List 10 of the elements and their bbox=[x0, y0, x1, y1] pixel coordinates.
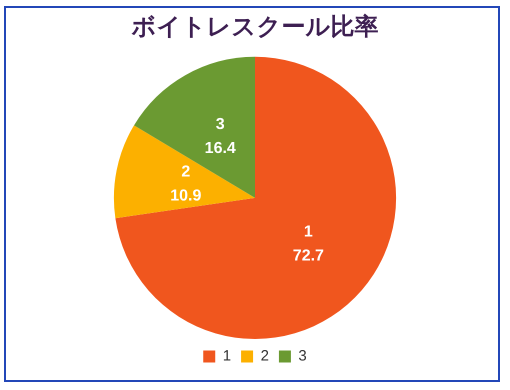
legend-label: 1 bbox=[222, 348, 232, 365]
slice-label: 3 bbox=[216, 116, 225, 133]
slice-label: 1 bbox=[304, 223, 313, 240]
legend-label: 2 bbox=[260, 348, 269, 365]
legend-label: 3 bbox=[298, 348, 307, 365]
slice-label: 2 bbox=[181, 163, 190, 180]
data-label: 72.7 bbox=[292, 247, 324, 264]
chart-title: ボイトレスクール比率 bbox=[130, 12, 378, 41]
data-label: 10.9 bbox=[170, 187, 202, 204]
data-label: 16.4 bbox=[204, 140, 236, 157]
